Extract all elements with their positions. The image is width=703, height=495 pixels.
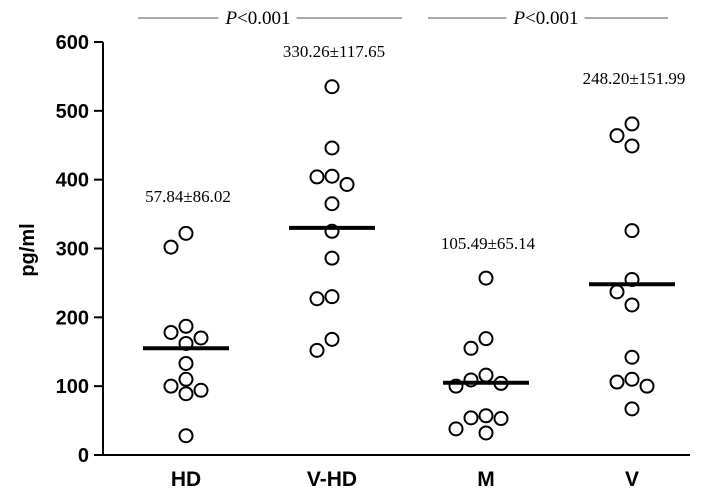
data-point xyxy=(178,428,194,444)
data-point xyxy=(309,342,325,358)
p-value-threshold: <0.001 xyxy=(237,8,290,29)
x-category-label: M xyxy=(477,468,495,491)
data-points xyxy=(163,79,655,444)
data-point xyxy=(624,349,640,365)
data-point xyxy=(478,331,494,347)
data-point xyxy=(193,330,209,346)
data-point xyxy=(163,239,179,255)
p-value-label: P<0.001 xyxy=(512,8,578,29)
y-tick-label: 600 xyxy=(56,32,89,54)
data-point xyxy=(639,378,655,394)
group-annotation: 105.49±65.14 xyxy=(441,234,536,253)
group-annotation: 248.20±151.99 xyxy=(583,69,686,88)
data-point xyxy=(478,425,494,441)
p-value-label: P<0.001 xyxy=(224,8,290,29)
data-point xyxy=(309,169,325,185)
group-annotation: 330.26±117.65 xyxy=(283,42,385,61)
data-point xyxy=(478,367,494,383)
data-point xyxy=(324,79,340,95)
data-point xyxy=(463,410,479,426)
data-point xyxy=(324,331,340,347)
data-point xyxy=(463,340,479,356)
y-axis-label: pg/ml xyxy=(17,223,39,276)
data-point xyxy=(609,284,625,300)
data-point xyxy=(163,324,179,340)
x-axis-categories: HD V-HD M V xyxy=(171,468,639,491)
x-category-label: V-HD xyxy=(307,468,357,491)
data-point xyxy=(609,128,625,144)
y-tick-label: 300 xyxy=(56,239,89,261)
x-category-label: HD xyxy=(171,468,201,491)
y-tick-label: 0 xyxy=(78,445,89,467)
data-point xyxy=(178,318,194,334)
mean-lines xyxy=(143,225,675,385)
y-tick-label: 400 xyxy=(56,170,89,192)
data-point xyxy=(624,297,640,313)
data-point xyxy=(178,371,194,387)
x-category-label: V xyxy=(625,468,639,491)
data-point xyxy=(478,270,494,286)
data-point xyxy=(324,140,340,156)
y-tick-label: 500 xyxy=(56,101,89,123)
data-point xyxy=(624,371,640,387)
data-point xyxy=(624,223,640,239)
p-value-threshold: <0.001 xyxy=(525,8,578,29)
group-annotation: 57.84±86.02 xyxy=(145,187,231,206)
data-point xyxy=(193,382,209,398)
y-axis-ticks: 0 100 200 300 400 500 600 xyxy=(56,32,103,467)
data-point xyxy=(163,378,179,394)
data-point xyxy=(324,168,340,184)
data-point xyxy=(178,355,194,371)
significance-brackets: P<0.001 P<0.001 xyxy=(138,8,668,29)
group-annotations: 57.84±86.02 330.26±117.65 105.49±65.14 248.… xyxy=(145,42,685,253)
data-point xyxy=(609,374,625,390)
data-point xyxy=(324,289,340,305)
data-point xyxy=(309,291,325,307)
data-point xyxy=(448,421,464,437)
data-point xyxy=(324,250,340,266)
data-point xyxy=(478,408,494,424)
data-point xyxy=(624,116,640,132)
y-tick-label: 200 xyxy=(56,307,89,329)
y-tick-label: 100 xyxy=(56,376,89,398)
p-value-symbol: P xyxy=(512,8,525,29)
data-point xyxy=(493,411,509,427)
data-point xyxy=(624,401,640,417)
data-point xyxy=(178,225,194,241)
data-point xyxy=(339,176,355,192)
data-point xyxy=(624,138,640,154)
data-point xyxy=(178,386,194,402)
data-point xyxy=(324,196,340,212)
p-value-symbol: P xyxy=(224,8,237,29)
